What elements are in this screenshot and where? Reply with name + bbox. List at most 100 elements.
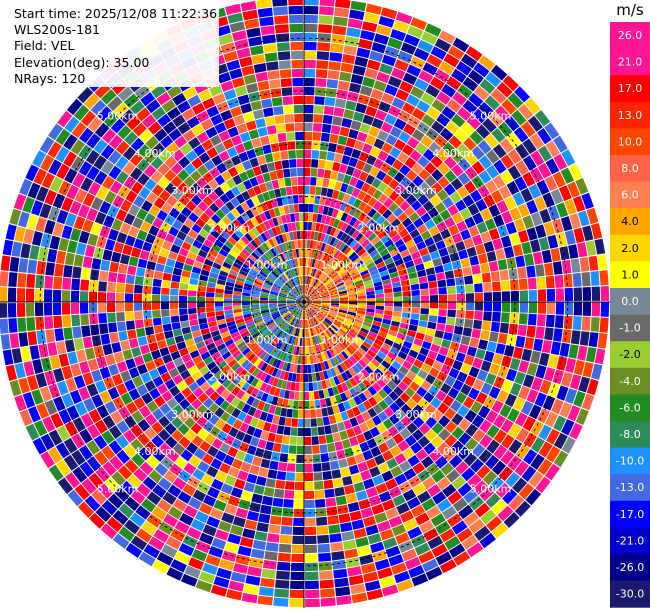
velocity-cell: [58, 238, 69, 252]
velocity-cell: [601, 302, 610, 317]
velocity-cell: [125, 358, 136, 369]
velocity-cell: [429, 288, 438, 295]
velocity-cell: [547, 302, 555, 314]
velocity-cell: [586, 347, 597, 362]
velocity-cell: [436, 272, 445, 280]
velocity-cell: [117, 322, 126, 332]
velocity-cell: [332, 162, 340, 172]
velocity-cell: [8, 288, 16, 302]
velocity-cell: [122, 245, 132, 256]
velocity-cell: [152, 303, 160, 311]
velocity-cell: [284, 114, 294, 123]
range-ring-label: 5.00km: [97, 110, 139, 123]
velocity-cell: [310, 186, 316, 195]
velocity-cell: [336, 595, 352, 605]
velocity-cell: [282, 160, 290, 169]
velocity-cell: [71, 279, 80, 291]
velocity-cell: [47, 342, 57, 356]
velocity-cell: [308, 374, 312, 382]
velocity-cell: [348, 129, 358, 139]
velocity-cell: [102, 249, 112, 260]
velocity-cell: [334, 578, 349, 588]
velocity-cell: [282, 435, 290, 444]
velocity-cell: [270, 424, 278, 433]
velocity-cell: [360, 30, 375, 41]
velocity-cell: [548, 354, 559, 368]
velocity-cell: [63, 327, 73, 340]
velocity-cell: [317, 418, 324, 427]
velocity-cell: [263, 107, 274, 117]
velocity-cell: [290, 436, 297, 445]
velocity-cell: [272, 97, 283, 106]
velocity-cell: [304, 123, 313, 131]
range-ring-label: 1.00km: [321, 259, 363, 272]
velocity-cell: [313, 204, 319, 213]
velocity-cell: [53, 290, 61, 302]
velocity-cell: [136, 328, 145, 338]
velocity-cell: [332, 25, 346, 35]
velocity-cell: [161, 303, 169, 310]
velocity-cell: [334, 107, 345, 117]
velocity-cell: [12, 348, 23, 364]
velocity-cell: [10, 257, 20, 272]
velocity-cell: [278, 553, 291, 562]
velocity-cell: [295, 383, 300, 391]
velocity-cell: [292, 373, 297, 382]
velocity-cell: [127, 329, 137, 339]
velocity-cell: [376, 306, 384, 310]
velocity-cell: [273, 598, 288, 607]
velocity-cell: [44, 316, 53, 329]
velocity-cell: [233, 306, 241, 310]
velocity-cell: [131, 247, 141, 257]
velocity-cell: [224, 302, 232, 306]
velocity-cell: [321, 453, 330, 462]
velocity-cell: [207, 312, 216, 318]
velocity-cell: [323, 115, 333, 124]
velocity-cell: [466, 293, 474, 301]
velocity-cell: [265, 52, 278, 62]
velocity-cell: [309, 195, 315, 204]
velocity-cell: [325, 498, 336, 507]
velocity-cell: [304, 15, 318, 23]
velocity-cell: [281, 78, 292, 87]
velocity-cell: [172, 322, 181, 330]
velocity-cell: [269, 461, 279, 470]
range-ring-label: 3.00km: [171, 408, 213, 421]
range-ring-label: 4.00km: [432, 147, 474, 160]
velocity-cell: [316, 60, 328, 69]
velocity-cell: [394, 307, 403, 312]
velocity-cell: [347, 456, 357, 466]
velocity-cell: [480, 330, 490, 340]
velocity-cell: [189, 284, 198, 290]
velocity-cell: [544, 327, 554, 340]
velocity-cell: [262, 569, 276, 579]
velocity-cell: [107, 282, 116, 292]
velocity-cell: [305, 500, 315, 508]
velocity-cell: [0, 303, 7, 318]
velocity-cell: [384, 311, 393, 316]
velocity-cell: [312, 141, 320, 150]
velocity-cell: [304, 150, 311, 158]
velocity-cell: [322, 178, 329, 187]
velocity-cell: [295, 123, 304, 131]
velocity-cell: [305, 536, 317, 544]
velocity-cell: [356, 48, 370, 59]
velocity-cell: [489, 261, 499, 272]
velocity-cell: [320, 588, 335, 597]
velocity-cell: [410, 319, 419, 326]
velocity-cell: [28, 331, 38, 345]
velocity-cell: [312, 436, 319, 445]
velocity-cell: [480, 263, 490, 273]
velocity-cell: [435, 330, 445, 338]
velocity-cell: [491, 271, 500, 281]
colorbar-tick-label: -30.0: [616, 588, 644, 601]
colorbar-tick-label: 6.0: [621, 189, 639, 202]
velocity-cell: [434, 265, 444, 273]
velocity-cell: [53, 316, 62, 329]
velocity-cell: [582, 272, 591, 286]
velocity-cell: [271, 452, 280, 461]
velocity-cell: [291, 572, 305, 580]
velocity-cell: [327, 79, 339, 88]
velocity-cell: [116, 312, 125, 322]
velocity-cell: [256, 476, 267, 486]
